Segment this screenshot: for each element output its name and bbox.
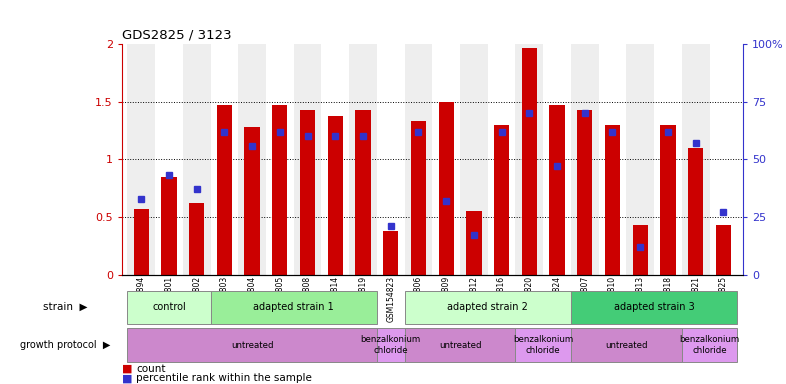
Bar [710, 44, 737, 275]
Bar [294, 44, 321, 275]
Text: percentile rank within the sample: percentile rank within the sample [136, 373, 312, 383]
Bar [716, 225, 731, 275]
Bar [577, 110, 593, 275]
Text: benzalkonium
chloride: benzalkonium chloride [513, 335, 573, 355]
Bar [355, 110, 371, 275]
Text: growth protocol  ▶: growth protocol ▶ [20, 340, 110, 350]
Bar [266, 44, 294, 275]
Bar [183, 44, 211, 275]
Text: strain  ▶: strain ▶ [42, 302, 87, 312]
Bar [460, 44, 488, 275]
Bar [688, 148, 703, 275]
Bar [376, 44, 405, 275]
Bar [127, 44, 155, 275]
Bar [189, 203, 204, 275]
Text: GDS2825 / 3123: GDS2825 / 3123 [122, 28, 231, 41]
Text: adapted strain 2: adapted strain 2 [447, 302, 528, 312]
Bar [681, 44, 710, 275]
Bar [127, 328, 376, 362]
Bar [516, 328, 571, 362]
Bar [654, 44, 681, 275]
Bar [599, 44, 626, 275]
Bar [516, 44, 543, 275]
Bar [211, 44, 238, 275]
Bar [543, 44, 571, 275]
Bar [633, 225, 648, 275]
Text: ■: ■ [122, 373, 132, 383]
Bar [376, 328, 405, 362]
Bar [134, 209, 149, 275]
Text: benzalkonium
chloride: benzalkonium chloride [361, 335, 421, 355]
Text: ■: ■ [122, 364, 132, 374]
Bar [411, 121, 426, 275]
Bar [155, 44, 183, 275]
Bar [321, 44, 349, 275]
Bar [571, 291, 737, 324]
Text: untreated: untreated [231, 341, 274, 349]
Text: benzalkonium
chloride: benzalkonium chloride [679, 335, 740, 355]
Text: control: control [152, 302, 185, 312]
Bar [405, 291, 571, 324]
Bar [549, 105, 564, 275]
Bar [244, 127, 259, 275]
Text: untreated: untreated [439, 341, 481, 349]
Bar [626, 44, 654, 275]
Bar [660, 125, 675, 275]
Bar [432, 44, 460, 275]
Bar [211, 291, 376, 324]
Bar [328, 116, 343, 275]
Bar [217, 105, 232, 275]
Bar [405, 328, 516, 362]
Bar [127, 291, 211, 324]
Bar [238, 44, 266, 275]
Bar [605, 125, 620, 275]
Bar [571, 44, 599, 275]
Bar [300, 110, 315, 275]
Text: untreated: untreated [605, 341, 648, 349]
Bar [383, 231, 399, 275]
Text: adapted strain 3: adapted strain 3 [614, 302, 695, 312]
Text: count: count [136, 364, 166, 374]
Bar [522, 48, 537, 275]
Bar [681, 328, 737, 362]
Bar [161, 177, 177, 275]
Bar [494, 125, 509, 275]
Bar [439, 102, 454, 275]
Bar [349, 44, 376, 275]
Bar [405, 44, 432, 275]
Bar [272, 105, 288, 275]
Bar [488, 44, 516, 275]
Text: adapted strain 1: adapted strain 1 [253, 302, 334, 312]
Bar [466, 211, 482, 275]
Bar [571, 328, 681, 362]
